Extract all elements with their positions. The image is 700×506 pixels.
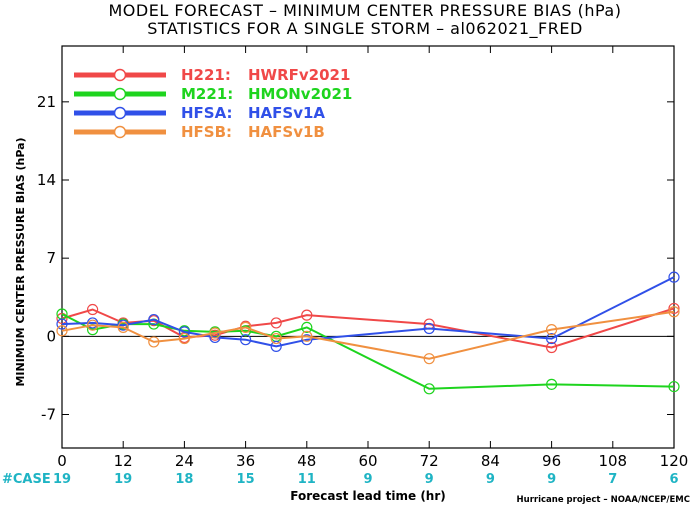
case-count: 9 [486,472,495,487]
data-point [301,309,313,321]
chart-subtitle: STATISTICS FOR A SINGLE STORM – al062021… [147,19,583,39]
data-point [240,325,252,337]
legend-entry: HFSA: HAFSv1A [74,104,325,122]
y-tick-label: 7 [46,249,56,267]
legend-swatch-marker [113,125,127,139]
data-point [148,336,160,348]
case-count: 15 [237,472,255,487]
x-tick-label: 60 [358,452,377,470]
case-count: 11 [298,472,316,487]
data-point [270,317,282,329]
data-point [209,327,221,339]
data-point [423,322,435,335]
data-point [270,332,282,345]
data-point [117,321,129,333]
data-point [545,324,558,336]
legend-code: HFSB: [181,123,232,141]
data-point [178,326,190,338]
data-point [545,332,558,345]
series-hafsv1b [56,306,680,365]
case-count: 18 [175,472,193,487]
legend-name: HMONv2021 [248,85,352,103]
data-point [240,321,252,333]
legend-swatch-marker [113,68,127,82]
data-point [668,380,680,393]
x-tick-label: 108 [598,452,627,470]
x-tick-label: 84 [481,452,500,470]
case-count: 19 [114,472,132,487]
data-point [545,341,558,354]
legend-entry: HFSB: HAFSv1B [74,123,325,141]
case-count: 9 [425,472,434,487]
plot-frame [61,45,675,449]
legend-swatch-marker [113,106,127,120]
x-tick-label: 24 [175,452,194,470]
data-point [301,330,313,342]
x-tick-label: 12 [114,452,133,470]
legend-code: M221: [181,85,233,103]
y-tick-label: -7 [41,406,56,424]
y-tick-label: 0 [46,327,56,345]
data-point [423,353,435,365]
data-point [301,334,313,346]
legend-code: H221: [181,66,231,84]
data-point [301,321,313,333]
axes: -7 0 7 14 21 0 12 24 36 48 60 72 84 96 108 120 [37,46,688,470]
series-layer [56,271,680,395]
data-point [668,302,680,315]
data-point [240,334,252,346]
legend-entry: M221: HMONv2021 [74,85,352,103]
case-label: #CASE [2,472,51,487]
legend-name: HWRFv2021 [248,66,350,84]
data-point [56,318,68,330]
x-tick-label: 36 [236,452,255,470]
case-count: 19 [53,472,71,487]
y-tick-label: 14 [37,171,56,189]
data-point [86,319,99,331]
case-count: 9 [363,472,372,487]
legend-entry: H221: HWRFv2021 [74,66,350,84]
data-point [86,303,99,316]
data-point [423,383,435,395]
x-tick-label: 120 [660,452,689,470]
x-axis-label: Forecast lead time (hr) [290,489,446,503]
case-count: 7 [608,472,617,487]
case-count: 6 [669,472,678,487]
legend: H221: HWRFv2021 M221: HMONv2021 HFSA: HAFSv1A… [74,66,352,141]
legend-name: HAFSv1A [248,104,325,122]
case-counts: 19 19 18 15 11 9 9 9 9 7 6 [53,472,679,487]
data-point [668,306,680,318]
x-tick-label: 0 [57,452,67,470]
data-point [178,332,190,345]
chart-title: MODEL FORECAST – MINIMUM CENTER PRESSURE… [109,1,622,20]
data-point [545,378,558,390]
credit-text: Hurricane project – NOAA/NCEP/EMC [517,495,690,505]
x-tick-label: 96 [542,452,561,470]
x-tick-label: 72 [420,452,439,470]
data-point [668,271,680,283]
legend-name: HAFSv1B [248,123,325,141]
y-tick-label: 21 [37,93,56,111]
case-count: 9 [547,472,556,487]
legend-code: HFSA: [181,104,233,122]
data-point [270,340,282,352]
x-tick-label: 48 [297,452,316,470]
legend-swatch-marker [113,87,127,101]
data-point [56,325,68,337]
data-point [148,313,160,326]
y-axis-label: MINIMUM CENTER PRESSURE BIAS (hPa) [14,137,27,386]
series-hafsv1a [56,271,680,352]
